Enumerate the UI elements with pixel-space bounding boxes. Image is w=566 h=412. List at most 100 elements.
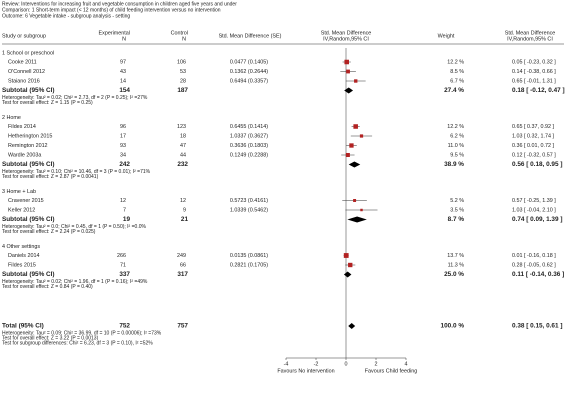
review: Review: Interventions for increasing fru…: [2, 1, 237, 7]
weight: 3.5 %: [450, 207, 464, 213]
smd-se: 0.5723 (0.4161): [230, 198, 268, 204]
result: 0.74 [ 0.09, 1.39 ]: [512, 216, 562, 223]
weight: 13.7 %: [447, 253, 464, 259]
study-square: [343, 253, 349, 258]
col-header: Std. Mean Difference: [321, 30, 372, 36]
result: 0.65 [ -0.01, 1.31 ]: [512, 78, 556, 84]
exp-n: 19: [123, 216, 131, 223]
ctrl-n: 18: [180, 133, 186, 139]
study-square: [353, 124, 358, 129]
subtotal-label: Total (95% CI): [2, 323, 44, 330]
weight: 25.0 %: [444, 271, 464, 278]
ctrl-n: 187: [177, 87, 188, 94]
subtotal-label: Subtotal (95% CI): [2, 87, 55, 94]
study-name: Cooke 2011: [8, 59, 37, 65]
study-name: O'Connell 2012: [8, 69, 45, 75]
result: 0.56 [ 0.18, 0.95 ]: [512, 161, 562, 168]
weight: 11.0 %: [448, 143, 465, 149]
ctrl-n: 66: [180, 262, 186, 268]
study-square: [348, 262, 353, 268]
overall-effect: Test for overall effect: Z = 0.84 (P = 0…: [2, 284, 93, 290]
x-tick-label: 0: [345, 361, 348, 367]
exp-n: 43: [120, 69, 126, 75]
study-square: [353, 199, 357, 202]
smd-se: 0.0135 (0.0861): [230, 253, 268, 259]
study-name: Fildes 2014: [8, 124, 36, 130]
study-square: [349, 143, 354, 148]
weight: 5.2 %: [450, 198, 464, 204]
ctrl-n: 44: [180, 152, 186, 158]
exp-n: 71: [120, 262, 126, 268]
outcome: Outcome: 6 Vegetable intake - subgroup a…: [2, 13, 130, 19]
weight: 6.7 %: [450, 78, 464, 84]
smd-se: 1.0337 (0.3627): [230, 133, 268, 139]
ctrl-n: 12: [180, 198, 186, 204]
smd-se: 0.0477 (0.1405): [230, 59, 268, 65]
exp-n: 7: [123, 207, 126, 213]
ctrl-n: 9: [183, 207, 186, 213]
result: 1.03 [ -0.04, 2.10 ]: [512, 207, 556, 213]
study-square: [359, 134, 364, 138]
result: 0.18 [ -0.12, 0.47 ]: [512, 87, 565, 94]
study-name: Keller 2012: [8, 207, 35, 213]
weight: 12.2 %: [447, 124, 464, 130]
col-header: Std. Mean Difference (SE): [219, 33, 282, 39]
overall-effect: Test for overall effect: Z = 2.87 (P = 0…: [2, 174, 99, 180]
ctrl-n: 232: [177, 161, 188, 168]
subtotal-label: Subtotal (95% CI): [2, 271, 55, 278]
study-square: [344, 59, 349, 65]
summary-diamond: [344, 87, 354, 94]
result: 0.12 [ -0.32, 0.57 ]: [512, 152, 556, 158]
ctrl-n: 28: [180, 78, 186, 84]
col-header: IV,Random,95% CI: [507, 36, 553, 42]
overall-effect: Test for overall effect: Z = 2.24 (P = 0…: [2, 229, 96, 235]
result: 0.36 [ 0.01, 0.72 ]: [512, 143, 554, 149]
study-name: Fildes 2015: [8, 262, 36, 268]
x-label-right: Favours Child feeding: [365, 368, 417, 374]
ctrl-n: 106: [177, 59, 186, 65]
ctrl-n: 21: [181, 216, 189, 223]
smd-se: 0.2821 (0.1705): [230, 262, 268, 268]
exp-n: 34: [120, 152, 126, 158]
weight: 9.5 %: [450, 152, 464, 158]
heterogeneity: Heterogeneity: Tau² = 0.0; Chi² = 0.45, …: [2, 224, 146, 230]
result: 0.65 [ 0.37, 0.92 ]: [512, 124, 554, 130]
x-tick-label: -2: [314, 361, 319, 367]
heterogeneity: Heterogeneity: Tau² = 0.02; Chi² = 2.73,…: [2, 95, 148, 101]
ctrl-n: 123: [177, 124, 186, 130]
group-name: 3 Home + Lab: [2, 189, 36, 195]
summary-diamond: [348, 161, 361, 168]
exp-n: 154: [119, 87, 130, 94]
x-tick-label: 2: [375, 361, 378, 367]
result: 0.38 [ 0.15, 0.61 ]: [512, 323, 562, 330]
exp-n: 97: [120, 59, 126, 65]
summary-diamond: [348, 323, 356, 329]
result: 0.14 [ -0.38, 0.66 ]: [512, 69, 556, 75]
result: 1.03 [ 0.32, 1.74 ]: [512, 133, 554, 139]
study-square: [360, 208, 363, 212]
result: 0.57 [ -0.25, 1.39 ]: [512, 198, 556, 204]
exp-n: 242: [119, 161, 130, 168]
ctrl-n: 249: [177, 253, 186, 259]
exp-n: 96: [120, 124, 126, 130]
subtotal-label: Subtotal (95% CI): [2, 161, 55, 168]
smd-se: 0.6494 (0.3357): [230, 78, 268, 84]
exp-n: 752: [119, 323, 130, 330]
ctrl-n: 317: [177, 271, 188, 278]
heterogeneity: Heterogeneity: Tau² = 0.10; Chi² = 10.46…: [2, 169, 151, 175]
col-header: IV,Random,95% CI: [323, 36, 369, 42]
exp-n: 93: [120, 143, 126, 149]
smd-se: 0.6455 (0.1414): [230, 124, 268, 130]
result: 0.05 [ -0.23, 0.32 ]: [512, 59, 556, 65]
exp-n: 266: [117, 253, 126, 259]
weight: 100.0 %: [441, 323, 465, 330]
study-name: Staiano 2016: [8, 78, 40, 84]
study-name: Remington 2012: [8, 143, 48, 149]
weight: 12.2 %: [447, 59, 464, 65]
summary-diamond: [347, 216, 367, 223]
study-square: [354, 79, 358, 83]
study-name: Cravener 2015: [8, 198, 44, 204]
ctrl-n: 47: [180, 143, 186, 149]
ctrl-n: 53: [180, 69, 186, 75]
x-label-left: Favours No intervention: [277, 368, 334, 374]
